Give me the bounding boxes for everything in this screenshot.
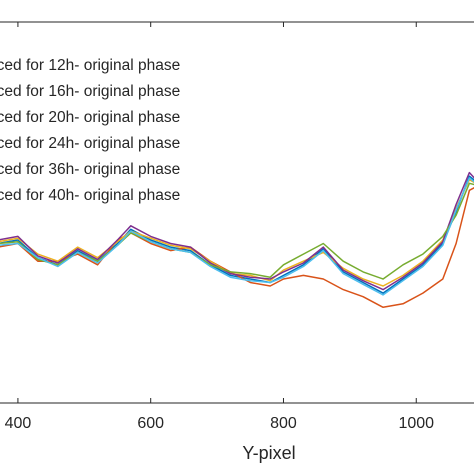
legend-entry-6: placed for 40h- original phase (0, 187, 180, 204)
legend: placed for 12h- original phase placed for… (0, 57, 180, 204)
legend-entry-1: placed for 12h- original phase (0, 57, 180, 74)
series-line-2 (0, 187, 474, 309)
series-line-4 (0, 171, 474, 291)
series-line-1 (0, 175, 474, 294)
x-tick-label: 800 (270, 415, 297, 432)
series-line-3 (0, 178, 474, 287)
legend-entry-4: placed for 24h- original phase (0, 135, 180, 152)
x-axis-label: Y-pixel (242, 443, 295, 463)
legend-entry-5: placed for 36h- original phase (0, 161, 180, 178)
x-tick-label: 400 (5, 415, 32, 432)
x-tick-label: 1000 (398, 415, 434, 432)
series-line-6 (0, 177, 474, 296)
axes: 400 600 800 1000 (0, 21, 474, 432)
x-tick-label: 600 (137, 415, 164, 432)
legend-entry-2: placed for 16h- original phase (0, 83, 180, 100)
plot-area (0, 171, 474, 309)
legend-entry-3: placed for 20h- original phase (0, 109, 180, 126)
